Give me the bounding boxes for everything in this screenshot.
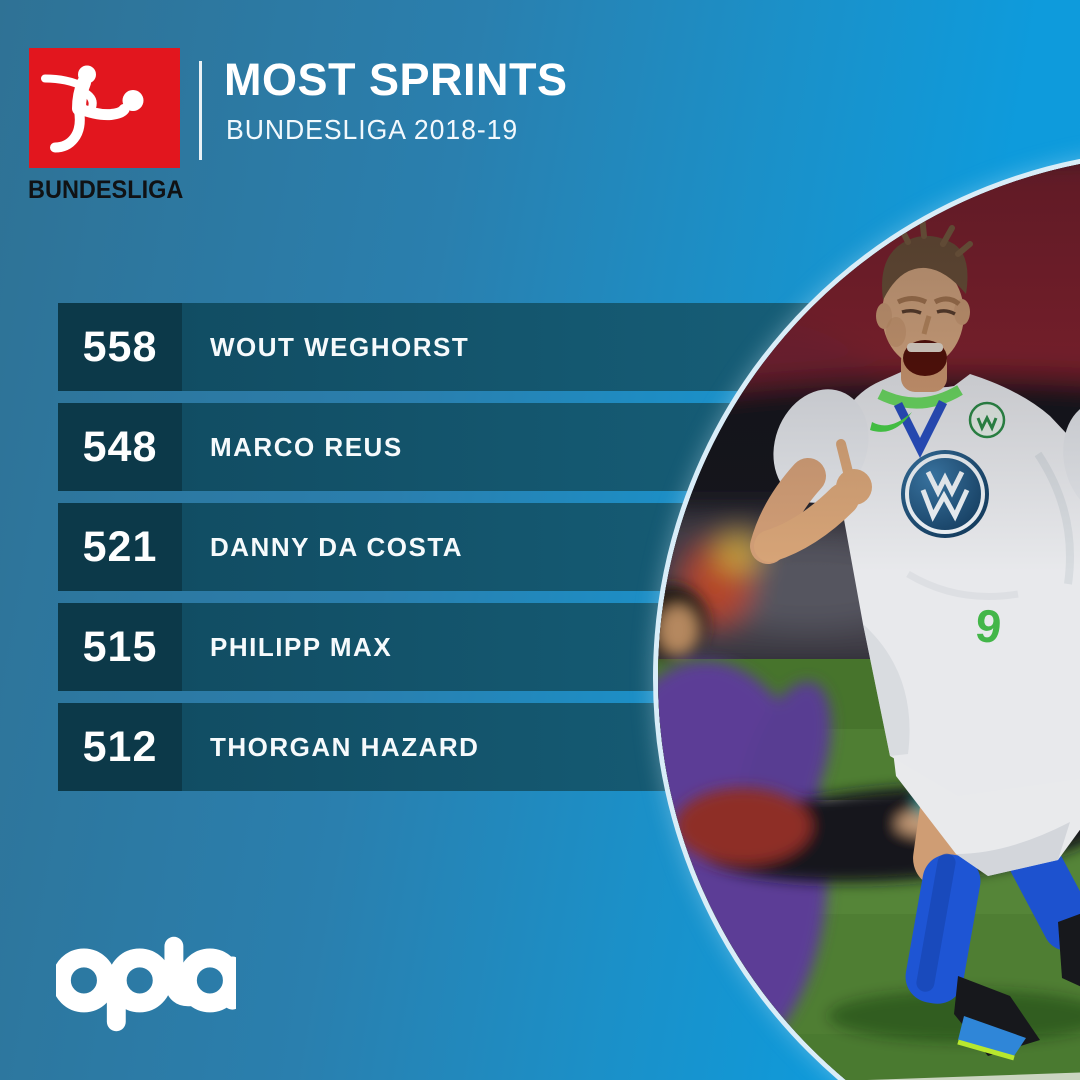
photo-vignette: [658, 154, 1080, 1080]
player-photo-illustration: 9: [658, 154, 1080, 1080]
opta-logo: opta: [51, 934, 242, 1039]
bundesliga-wordmark: BUNDESLIGA: [28, 176, 184, 204]
bundesliga-logo-icon: [29, 48, 180, 168]
sprint-count: 558: [58, 303, 182, 391]
page-title: MOST SPRINTS: [224, 54, 568, 105]
header-divider: [199, 61, 202, 160]
sprint-count: 521: [58, 503, 182, 591]
page-subtitle: BUNDESLIGA 2018-19: [226, 114, 519, 145]
sprint-count: 548: [58, 403, 182, 491]
sprint-count: 512: [58, 703, 182, 791]
opta-wordmark-icon: opta: [51, 936, 242, 1032]
player-photo: 9: [653, 149, 1080, 1080]
bundesliga-kicker-figure-icon: [41, 65, 144, 153]
sprint-count: 515: [58, 603, 182, 691]
